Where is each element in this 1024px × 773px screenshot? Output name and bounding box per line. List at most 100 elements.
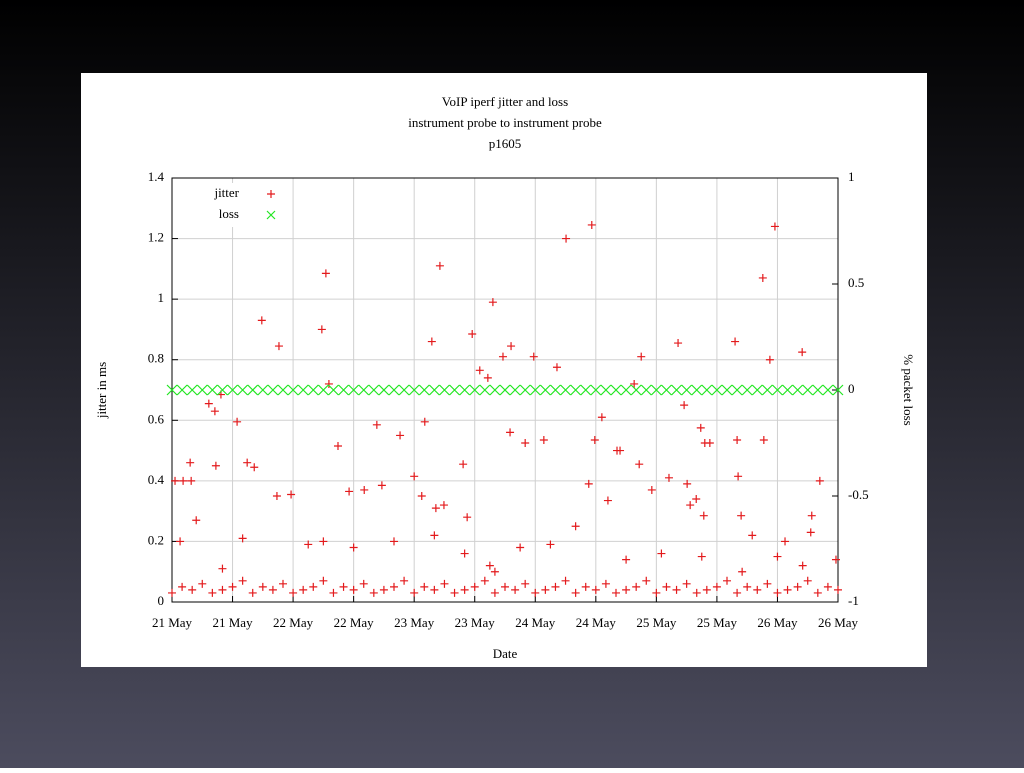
jitter-marker: [682, 579, 691, 588]
jitter-marker: [664, 473, 673, 482]
jitter-marker: [440, 579, 449, 588]
jitter-marker: [349, 543, 358, 552]
chart-subtitle: instrument probe to instrument probe: [408, 115, 602, 130]
loss-marker: [469, 384, 481, 396]
jitter-marker: [516, 543, 525, 552]
jitter-marker: [480, 576, 489, 585]
y-tick-label: 0.4: [148, 472, 165, 487]
jitter-marker: [250, 463, 259, 472]
jitter-marker: [304, 540, 313, 549]
x-tick-label: 21 May: [212, 615, 253, 630]
jitter-marker: [319, 537, 328, 546]
loss-marker: [247, 384, 259, 396]
jitter-marker: [759, 435, 768, 444]
jitter-marker: [349, 585, 358, 594]
loss-marker: [761, 384, 773, 396]
jitter-marker: [339, 582, 348, 591]
loss-marker: [408, 384, 420, 396]
jitter-marker: [647, 485, 656, 494]
jitter-marker: [738, 567, 747, 576]
y-axis-label: jitter in ms: [94, 362, 109, 419]
jitter-marker: [238, 576, 247, 585]
jitter-marker: [417, 492, 426, 500]
loss-marker: [217, 384, 228, 396]
jitter-marker: [299, 585, 308, 594]
y-tick-label: 0.6: [148, 411, 165, 426]
loss-marker: [792, 384, 804, 396]
loss-marker: [741, 384, 753, 396]
jitter-marker: [551, 582, 560, 591]
y-tick-label: 1.2: [148, 230, 164, 245]
y-tick-label: 0: [158, 593, 165, 608]
jitter-marker: [601, 579, 610, 588]
loss-marker: [701, 384, 713, 396]
x-tick-label: 26 May: [818, 615, 859, 630]
jitter-marker: [178, 582, 187, 591]
loss-marker: [358, 384, 370, 396]
loss-marker: [317, 384, 329, 396]
loss-marker: [570, 384, 582, 396]
jitter-marker: [460, 585, 469, 594]
jitter-marker: [521, 579, 530, 588]
loss-marker: [782, 384, 793, 396]
loss-marker: [539, 384, 551, 396]
loss-marker: [600, 384, 612, 396]
y2-tick-label: -1: [848, 593, 859, 608]
jitter-marker: [612, 588, 620, 597]
jitter-marker: [463, 513, 472, 522]
loss-marker: [832, 384, 844, 396]
jitter-marker: [168, 588, 176, 597]
loss-marker: [459, 384, 471, 396]
jitter-marker: [541, 585, 550, 594]
jitter-marker: [587, 220, 596, 229]
jitter-marker: [674, 339, 683, 348]
jitter-marker: [279, 579, 287, 588]
jitter-marker: [783, 585, 792, 594]
jitter-marker: [546, 540, 555, 549]
loss-marker: [206, 384, 218, 396]
x-tick-label: 24 May: [576, 615, 617, 630]
jitter-marker: [686, 501, 695, 510]
jitter-marker: [248, 588, 257, 597]
jitter-marker: [468, 329, 477, 338]
jitter-marker: [657, 549, 666, 558]
jitter-marker: [763, 579, 772, 588]
jitter-marker: [798, 561, 807, 570]
x-tick-label: 23 May: [394, 615, 435, 630]
loss-marker: [338, 384, 349, 396]
jitter-marker: [483, 373, 492, 382]
loss-marker: [439, 384, 450, 396]
jitter-marker: [773, 588, 782, 597]
jitter-marker: [529, 352, 538, 361]
loss-marker: [731, 384, 743, 396]
loss-marker: [237, 384, 249, 396]
y-tick-label: 1: [158, 290, 165, 305]
jitter-marker: [396, 431, 405, 440]
chart-panel: [81, 73, 927, 667]
jitter-marker: [781, 537, 790, 546]
loss-marker: [681, 384, 693, 396]
jitter-marker: [705, 439, 714, 447]
y2-tick-label: 0.5: [848, 275, 864, 290]
jitter-marker: [390, 582, 398, 591]
jitter-marker: [597, 413, 606, 422]
y-tick-label: 0.2: [148, 532, 164, 547]
jitter-marker: [834, 585, 842, 594]
loss-marker: [650, 384, 662, 396]
jitter-marker: [459, 460, 468, 469]
jitter-marker: [680, 401, 689, 410]
loss-marker: [580, 384, 592, 396]
loss-marker: [630, 384, 642, 396]
y-tick-label: 0.8: [148, 351, 164, 366]
loss-marker: [328, 384, 339, 396]
loss-marker: [479, 384, 491, 396]
loss-marker: [368, 384, 380, 396]
jitter-marker: [439, 501, 448, 510]
jitter-marker: [218, 564, 227, 573]
loss-marker: [812, 384, 824, 396]
jitter-marker: [622, 555, 631, 564]
jitter-marker: [562, 234, 571, 243]
jitter-marker: [470, 582, 479, 591]
jitter-marker: [798, 348, 807, 357]
jitter-marker: [823, 582, 832, 591]
